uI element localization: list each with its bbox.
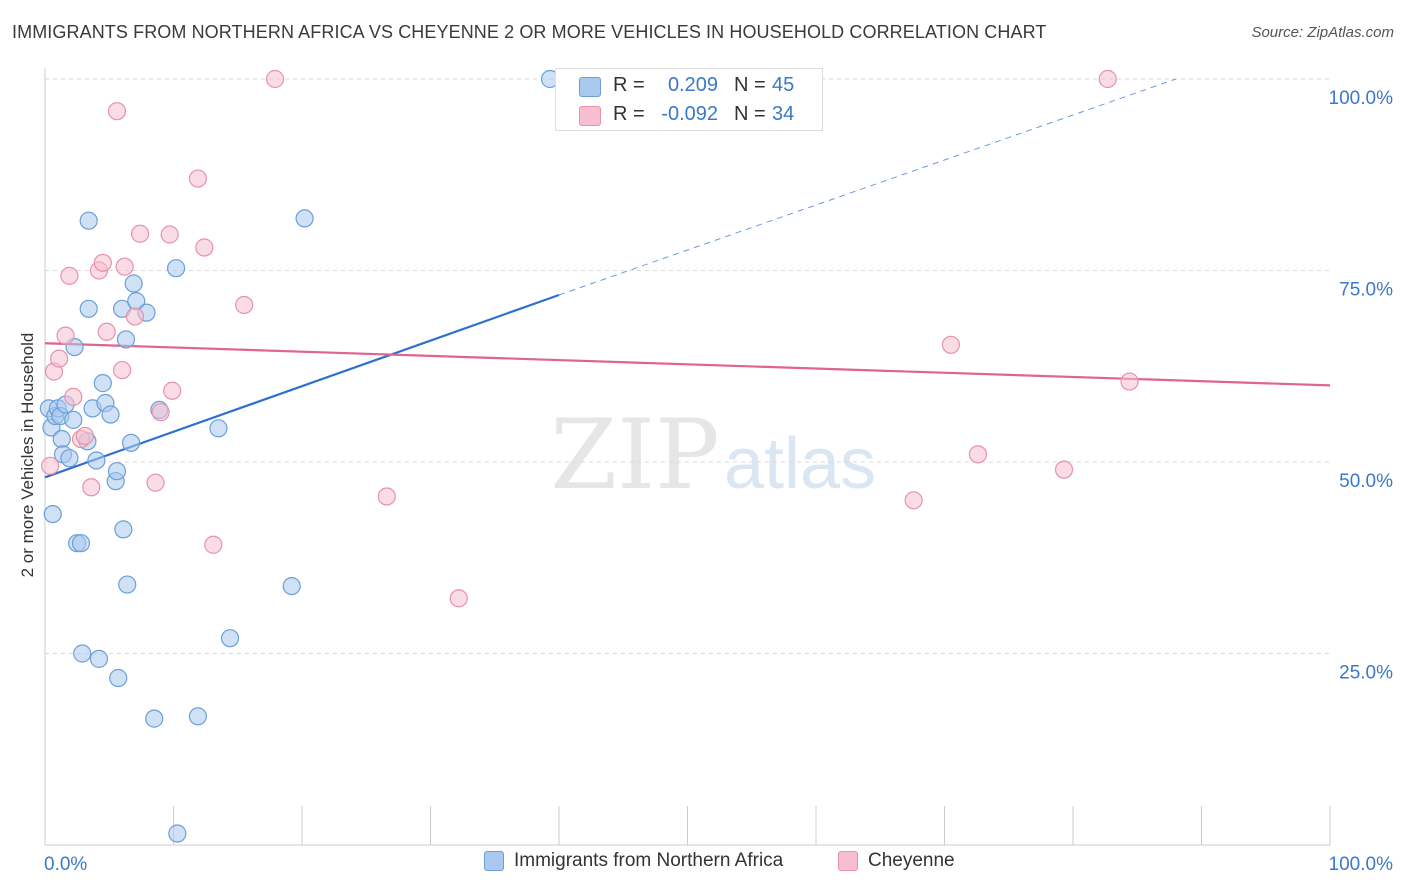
legend-swatch-pink — [838, 851, 858, 871]
stats-legend: R = 0.209 N = 45 R = -0.092 N = 34 — [555, 68, 823, 131]
point-immigrants — [295, 209, 314, 228]
axes — [44, 68, 1331, 846]
point-immigrants — [101, 405, 120, 424]
point-immigrants — [209, 419, 228, 438]
point-cheyenne — [151, 403, 170, 422]
point-cheyenne — [146, 473, 165, 492]
point-cheyenne — [107, 102, 127, 121]
point-cheyenne — [97, 322, 116, 341]
stats-r-label: R = — [613, 103, 645, 125]
legend-swatch-blue — [484, 851, 504, 871]
point-cheyenne — [377, 487, 396, 506]
legend-item-cheyenne[interactable]: Cheyenne — [838, 850, 955, 872]
point-cheyenne — [941, 335, 961, 354]
point-immigrants — [87, 451, 106, 470]
point-cheyenne — [130, 224, 150, 243]
point-cheyenne — [904, 491, 923, 510]
watermark-atlas: atlas — [724, 424, 876, 504]
point-immigrants — [89, 649, 109, 668]
point-cheyenne — [204, 535, 223, 554]
chart-source: Source: ZipAtlas.com — [1251, 24, 1394, 41]
point-immigrants — [93, 374, 112, 393]
point-immigrants — [114, 520, 133, 539]
point-immigrants — [145, 709, 164, 728]
point-immigrants — [71, 534, 91, 553]
point-immigrants — [118, 575, 137, 594]
point-immigrants — [168, 824, 187, 843]
point-cheyenne — [93, 253, 112, 272]
point-immigrants — [79, 211, 98, 230]
point-immigrants — [43, 504, 62, 524]
stats-r-value: 0.209 — [667, 74, 718, 96]
point-immigrants — [282, 576, 301, 596]
point-cheyenne — [82, 478, 101, 497]
point-cheyenne — [188, 169, 208, 188]
trend-line-immigrants-extension — [558, 78, 1176, 296]
point-cheyenne — [195, 238, 214, 257]
point-cheyenne — [163, 381, 182, 400]
point-cheyenne — [1098, 69, 1117, 89]
stats-swatch-pink — [579, 106, 601, 126]
stats-n-value: 45 — [772, 74, 795, 96]
point-immigrants — [60, 449, 79, 468]
stats-n-label: N = — [734, 74, 766, 96]
point-immigrants — [52, 429, 71, 449]
legend-label: Cheyenne — [868, 850, 955, 871]
tick-labels: 0.0% 100.0% 25.0% 50.0% 75.0% 100.0% — [44, 88, 1393, 875]
y-tick-label: 75.0% — [1339, 280, 1393, 301]
x-tick-label: 0.0% — [44, 854, 87, 875]
point-cheyenne — [56, 326, 75, 345]
point-cheyenne — [41, 456, 60, 475]
trend-line-cheyenne — [44, 342, 1331, 387]
point-cheyenne — [1054, 460, 1074, 479]
point-cheyenne — [50, 349, 69, 368]
point-cheyenne — [64, 387, 83, 406]
point-immigrants — [107, 462, 127, 481]
stats-r-value: -0.092 — [661, 103, 718, 125]
y-tick-label: 50.0% — [1339, 471, 1393, 492]
point-immigrants — [73, 644, 92, 663]
point-immigrants — [166, 259, 186, 278]
point-cheyenne — [75, 426, 94, 446]
point-immigrants — [116, 330, 136, 349]
point-immigrants — [188, 707, 208, 726]
point-cheyenne — [1120, 372, 1139, 391]
y-tick-label: 25.0% — [1339, 663, 1393, 684]
stats-row-pink: R = -0.092 N = 34 — [556, 100, 824, 130]
legend-item-immigrants[interactable]: Immigrants from Northern Africa — [484, 850, 783, 872]
stats-row-blue: R = 0.209 N = 45 — [556, 71, 824, 101]
trend-line-immigrants — [44, 293, 560, 479]
point-cheyenne — [112, 360, 132, 380]
watermark-zip: ZIP — [550, 399, 719, 511]
data-points — [39, 69, 1139, 843]
point-immigrants — [64, 410, 83, 429]
stats-n-label: N = — [734, 103, 766, 125]
point-cheyenne — [160, 225, 179, 244]
stats-n-value: 34 — [772, 103, 795, 125]
point-cheyenne — [125, 307, 145, 326]
x-tick-label: 100.0% — [1329, 854, 1394, 875]
point-cheyenne — [60, 266, 79, 285]
point-immigrants — [124, 274, 143, 293]
gridlines — [45, 78, 1330, 654]
point-immigrants — [220, 629, 240, 648]
point-immigrants — [79, 299, 98, 318]
bottom-legend: Immigrants from Northern Africa Cheyenne — [0, 850, 1406, 880]
y-tick-label: 100.0% — [1329, 88, 1394, 109]
point-immigrants — [121, 433, 141, 452]
chart-title: IMMIGRANTS FROM NORTHERN AFRICA VS CHEYE… — [12, 22, 1047, 42]
point-cheyenne — [968, 445, 988, 464]
stats-r-label: R = — [613, 74, 645, 96]
point-immigrants — [109, 668, 128, 688]
legend-label: Immigrants from Northern Africa — [514, 850, 784, 871]
point-cheyenne — [115, 257, 134, 276]
point-cheyenne — [235, 295, 254, 315]
point-cheyenne — [449, 589, 468, 608]
watermark: ZIP atlas — [550, 399, 876, 511]
point-cheyenne — [265, 69, 285, 89]
stats-swatch-blue — [579, 77, 601, 97]
